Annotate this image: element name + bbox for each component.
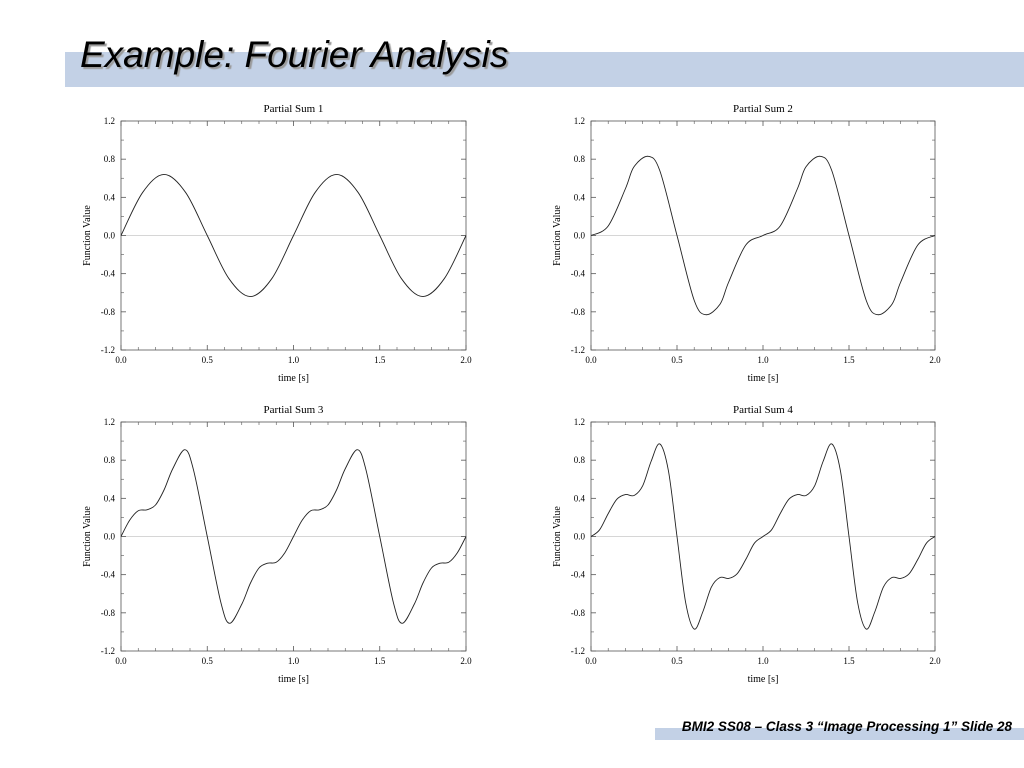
chart-panel-3: Partial Sum 31.20.80.40.0-0.4-0.8-1.20.0… bbox=[82, 404, 472, 685]
x-axis-label: time [s] bbox=[278, 373, 309, 384]
title-band bbox=[65, 52, 1024, 87]
x-tick-label: 0.5 bbox=[202, 355, 214, 365]
x-axis-label: time [s] bbox=[278, 674, 309, 685]
y-tick-label: -1.2 bbox=[571, 345, 585, 355]
y-axis-label: Function Value bbox=[82, 506, 93, 567]
charts-canvas: Partial Sum 11.20.80.40.0-0.4-0.8-1.20.0… bbox=[82, 103, 941, 685]
y-tick-label: -1.2 bbox=[101, 345, 115, 355]
footer-band bbox=[655, 728, 1024, 740]
y-axis-label: Function Value bbox=[552, 506, 563, 567]
y-tick-label: 1.2 bbox=[104, 116, 115, 126]
x-tick-label: 1.0 bbox=[288, 656, 300, 666]
y-tick-label: -0.4 bbox=[101, 570, 116, 580]
series-line-1 bbox=[590, 155, 936, 316]
x-tick-label: 1.5 bbox=[843, 355, 855, 365]
chart-title: Partial Sum 1 bbox=[264, 103, 324, 115]
chart-panel-2: Partial Sum 21.20.80.40.0-0.4-0.8-1.20.0… bbox=[552, 103, 941, 384]
y-tick-label: 1.2 bbox=[574, 417, 585, 427]
y-tick-label: 0.8 bbox=[104, 154, 116, 164]
x-tick-label: 2.0 bbox=[929, 656, 941, 666]
y-tick-label: 0.4 bbox=[104, 493, 116, 503]
x-tick-label: 0.5 bbox=[671, 656, 683, 666]
y-axis-label: Function Value bbox=[82, 205, 93, 266]
y-tick-label: 0.0 bbox=[574, 231, 586, 241]
chart-title: Partial Sum 3 bbox=[264, 404, 324, 416]
chart-title: Partial Sum 2 bbox=[733, 103, 793, 115]
x-tick-label: 0.0 bbox=[585, 656, 597, 666]
series-line-1 bbox=[590, 443, 936, 630]
series-line-1 bbox=[120, 173, 467, 298]
y-tick-label: -0.4 bbox=[571, 570, 586, 580]
x-tick-label: 1.0 bbox=[288, 355, 300, 365]
chart-title: Partial Sum 4 bbox=[733, 404, 793, 416]
x-tick-label: 0.0 bbox=[115, 656, 127, 666]
y-tick-label: -0.4 bbox=[101, 269, 116, 279]
slide-title: Example: Fourier Analysis bbox=[80, 34, 509, 75]
y-tick-label: -0.8 bbox=[101, 608, 116, 618]
x-tick-label: 0.0 bbox=[585, 355, 597, 365]
y-axis-label: Function Value bbox=[552, 205, 563, 266]
x-tick-label: 1.5 bbox=[843, 656, 855, 666]
x-axis-label: time [s] bbox=[748, 674, 779, 685]
x-tick-label: 2.0 bbox=[460, 355, 472, 365]
x-tick-label: 1.0 bbox=[757, 656, 769, 666]
x-axis-label: time [s] bbox=[748, 373, 779, 384]
y-tick-label: 0.0 bbox=[574, 532, 586, 542]
y-tick-label: 1.2 bbox=[104, 417, 115, 427]
y-tick-label: 0.8 bbox=[574, 154, 586, 164]
slide-footer: BMI2 SS08 – Class 3 “Image Processing 1”… bbox=[681, 719, 1012, 734]
y-tick-label: -1.2 bbox=[101, 646, 115, 656]
x-tick-label: 1.0 bbox=[757, 355, 769, 365]
y-tick-label: 0.8 bbox=[574, 455, 586, 465]
y-tick-label: 0.8 bbox=[104, 455, 116, 465]
y-tick-label: 0.4 bbox=[104, 192, 116, 202]
y-tick-label: -0.8 bbox=[101, 307, 116, 317]
x-tick-label: 1.5 bbox=[374, 355, 386, 365]
y-tick-label: -0.8 bbox=[571, 608, 586, 618]
x-tick-label: 0.5 bbox=[671, 355, 683, 365]
series-line-1 bbox=[120, 449, 467, 624]
x-tick-label: 2.0 bbox=[929, 355, 941, 365]
y-tick-label: -0.4 bbox=[571, 269, 586, 279]
y-tick-label: -1.2 bbox=[571, 646, 585, 656]
x-tick-label: 0.5 bbox=[202, 656, 214, 666]
x-tick-label: 2.0 bbox=[460, 656, 472, 666]
y-tick-label: 0.4 bbox=[574, 192, 586, 202]
x-tick-label: 1.5 bbox=[374, 656, 386, 666]
chart-panel-1: Partial Sum 11.20.80.40.0-0.4-0.8-1.20.0… bbox=[82, 103, 472, 384]
y-tick-label: 0.0 bbox=[104, 231, 116, 241]
y-tick-label: -0.8 bbox=[571, 307, 586, 317]
chart-panel-4: Partial Sum 41.20.80.40.0-0.4-0.8-1.20.0… bbox=[552, 404, 941, 685]
y-tick-label: 0.4 bbox=[574, 493, 586, 503]
y-tick-label: 1.2 bbox=[574, 116, 585, 126]
y-tick-label: 0.0 bbox=[104, 532, 116, 542]
x-tick-label: 0.0 bbox=[115, 355, 127, 365]
